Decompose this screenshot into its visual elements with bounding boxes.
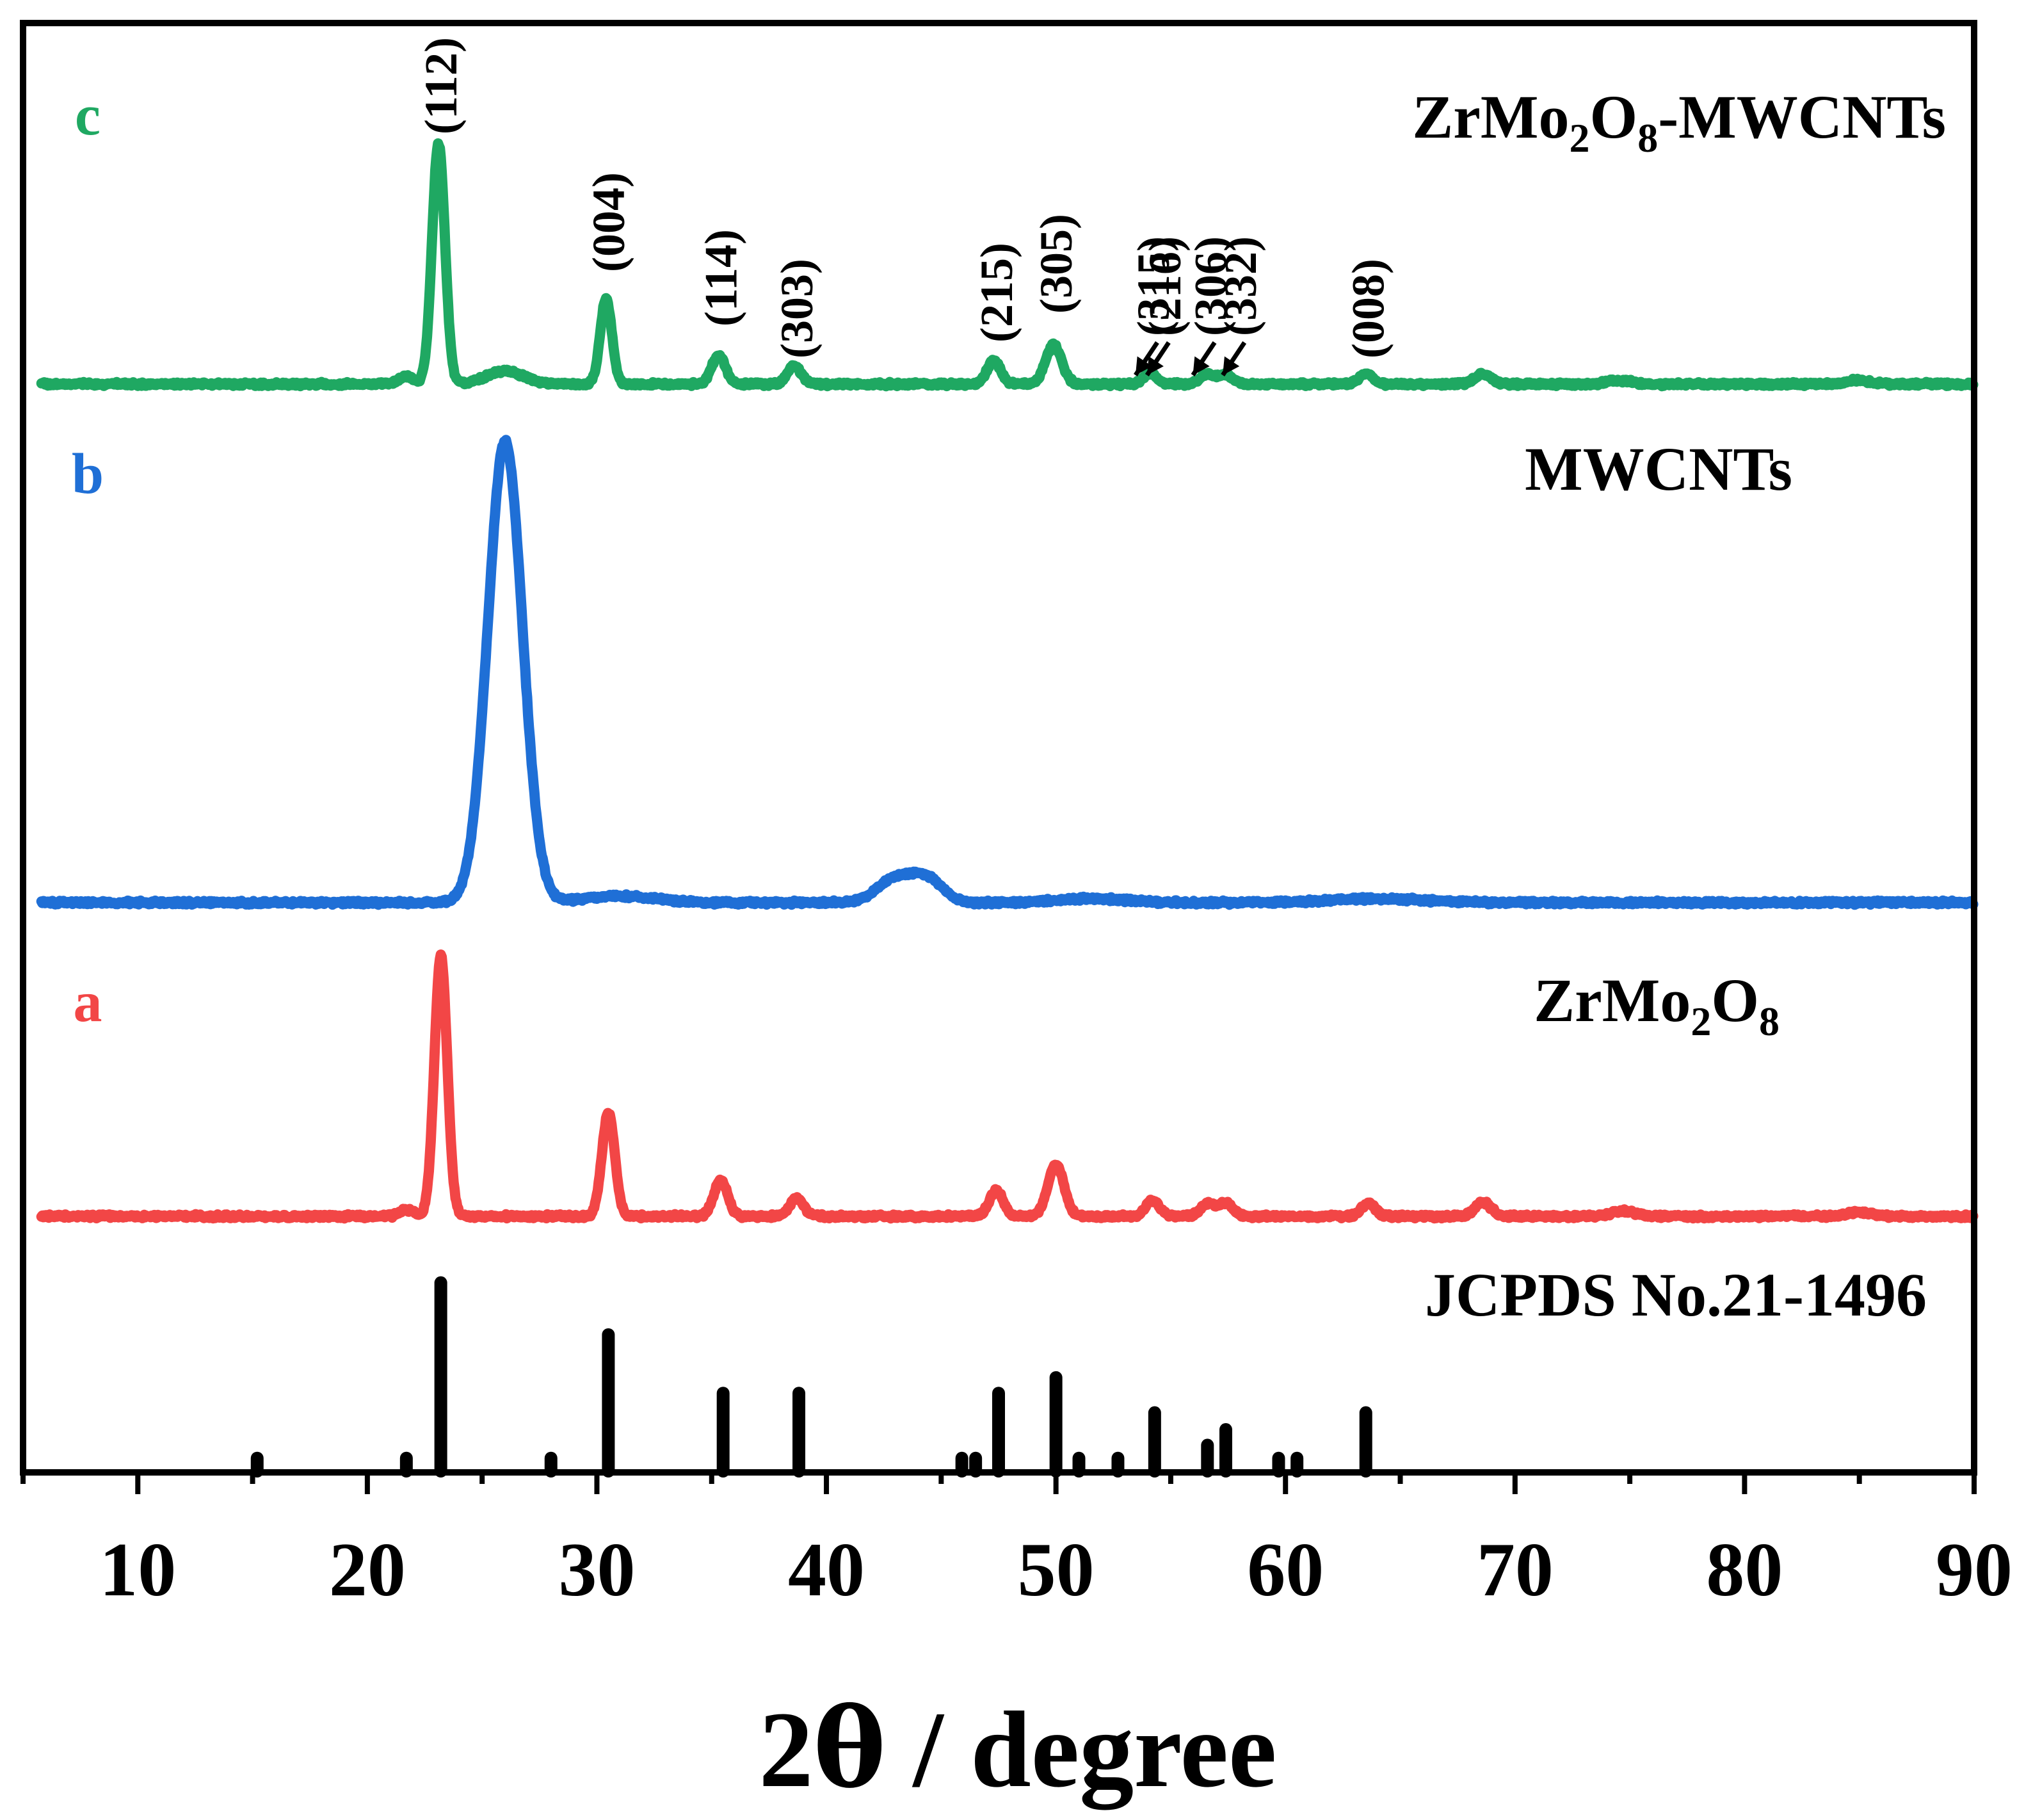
- x-axis-label: 2θ / degree: [759, 1684, 1277, 1812]
- reference-label: JCPDS No.21-1496: [1425, 1260, 1927, 1329]
- x-tick-label: 30: [558, 1527, 635, 1612]
- x-tick-label: 50: [1018, 1527, 1095, 1612]
- subscript: 8: [1637, 115, 1658, 161]
- peak-label: (008): [1343, 259, 1394, 358]
- series-letter-c: c: [75, 84, 100, 147]
- peak-label: (004): [583, 172, 634, 272]
- peak-label: (215): [971, 243, 1022, 342]
- subscript: 8: [1759, 999, 1780, 1044]
- peak-label: (216): [1139, 236, 1191, 336]
- subscript: 2: [1570, 115, 1590, 161]
- x-tick-label: 90: [1936, 1527, 2013, 1612]
- reference-sticks-layer: [250, 1276, 1372, 1478]
- x-tick-label: 70: [1477, 1527, 1554, 1612]
- series-line-b: [36, 435, 1979, 910]
- series-line-c: [36, 138, 1979, 392]
- peak-label: (306): [1185, 236, 1237, 336]
- x-axis-label-theta: θ: [814, 1684, 886, 1812]
- x-tick-label: 40: [788, 1527, 865, 1612]
- name-part: -MWCNTs: [1658, 83, 1946, 151]
- x-tick-label: 10: [99, 1527, 176, 1612]
- series-name-c: ZrMo2O8-MWCNTs: [1412, 83, 1946, 161]
- plot-frame: [20, 20, 1977, 1476]
- series-line-a: [36, 949, 1979, 1224]
- x-axis-label-prefix: 2: [759, 1689, 814, 1810]
- name-part: O: [1711, 966, 1759, 1035]
- subscript: 2: [1691, 999, 1711, 1044]
- peak-label: (315): [1128, 236, 1179, 336]
- x-tick-label: 80: [1706, 1527, 1783, 1612]
- peak-label: (114): [696, 229, 747, 326]
- series-name-b: MWCNTs: [1525, 435, 1792, 503]
- traces-layer: [36, 138, 1979, 1224]
- x-tick-label: 60: [1247, 1527, 1324, 1612]
- x-axis-label-suffix: / degree: [886, 1689, 1277, 1810]
- peak-label: (332): [1215, 236, 1266, 336]
- series-letter-b: b: [72, 442, 104, 506]
- name-part: O: [1590, 83, 1638, 151]
- peak-arrow-head: [1146, 356, 1164, 375]
- name-part: ZrMo: [1412, 83, 1569, 151]
- peak-arrow-head: [1193, 356, 1210, 375]
- series-name-a: ZrMo2O8: [1534, 966, 1780, 1044]
- peak-label: (305): [1031, 214, 1082, 314]
- peak-arrow-head: [1135, 356, 1152, 375]
- peak-annotations-layer: (112) (004) (114) (303) (215) (305) (315)(216)…: [415, 37, 1394, 376]
- peak-label: (112): [415, 37, 467, 134]
- peak-label: (303): [771, 259, 823, 358]
- name-part: MWCNTs: [1525, 435, 1792, 503]
- x-axis: 10 20 30 40 50 60 70 80 90: [20, 1472, 2013, 1612]
- series-letter-a: a: [74, 970, 102, 1034]
- peak-arrow-head: [1223, 356, 1240, 375]
- name-part: ZrMo: [1534, 966, 1691, 1035]
- x-tick-label: 20: [329, 1527, 406, 1612]
